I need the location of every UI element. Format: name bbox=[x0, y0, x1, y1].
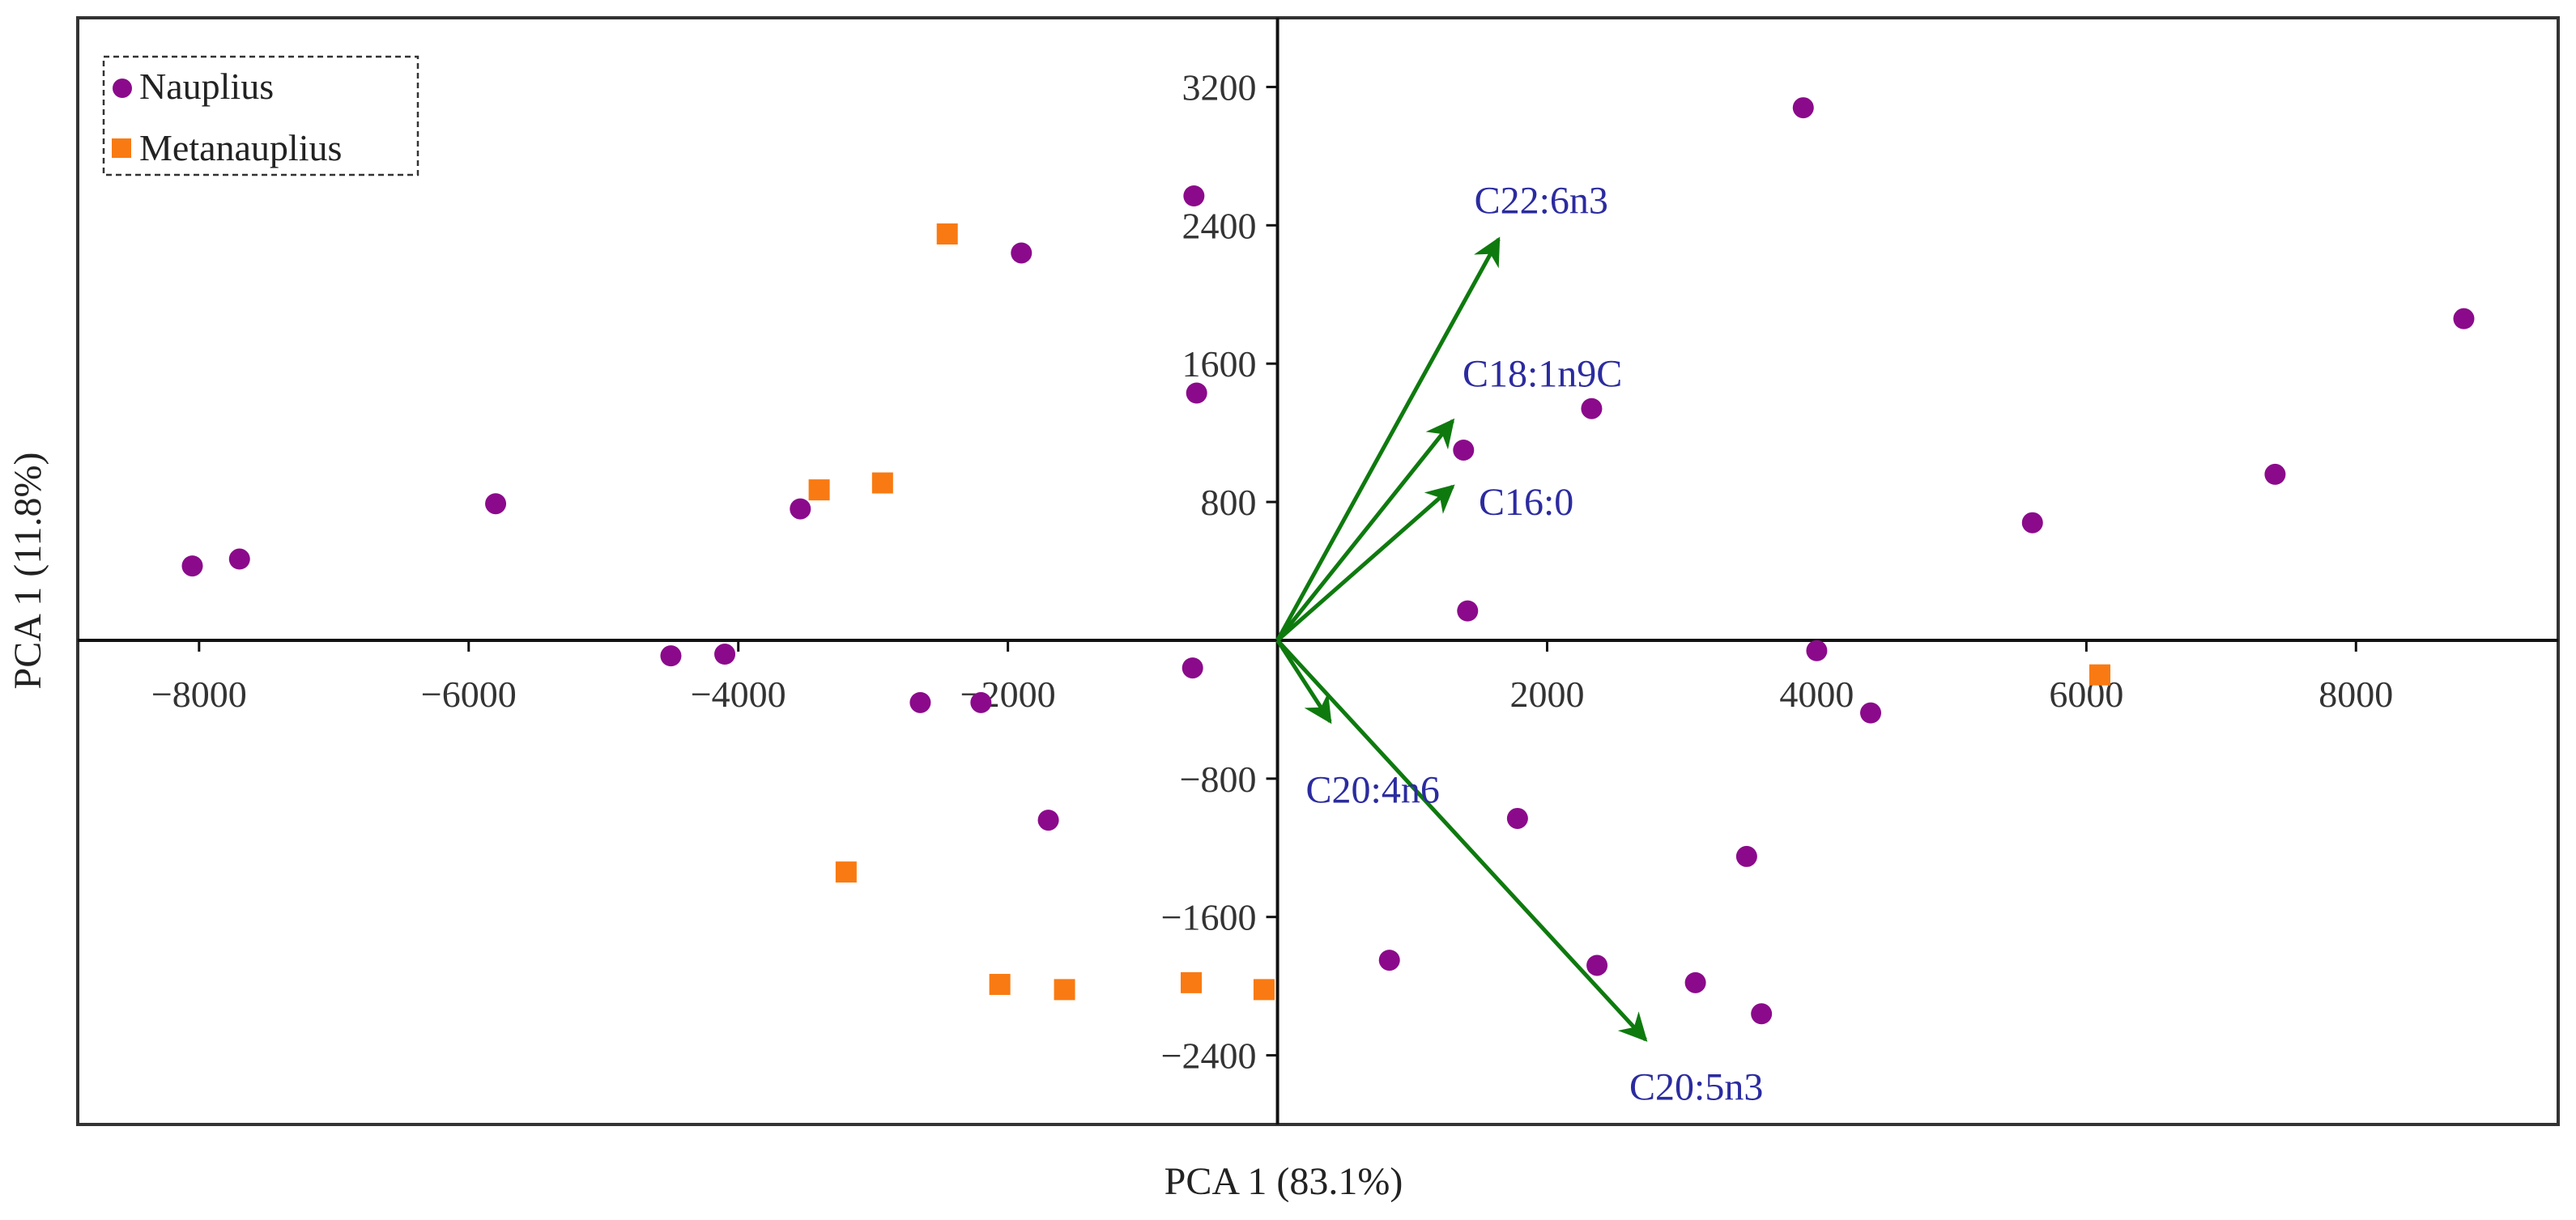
y-tick-label: 3200 bbox=[1182, 66, 1257, 108]
legend-box bbox=[102, 55, 419, 176]
y-tick-label: −1600 bbox=[1161, 897, 1257, 938]
x-tick-label: −8000 bbox=[151, 674, 247, 715]
point-nauplius bbox=[1792, 97, 1814, 119]
point-nauplius bbox=[1183, 185, 1205, 207]
point-nauplius bbox=[485, 493, 507, 515]
vector-label: C22:6n3 bbox=[1475, 179, 1608, 222]
point-nauplius bbox=[2021, 512, 2043, 533]
legend-label-nauplius: Nauplius bbox=[139, 66, 274, 107]
x-tick-label: −4000 bbox=[691, 674, 786, 715]
legend: Nauplius Metanauplius bbox=[102, 55, 419, 176]
point-nauplius bbox=[1581, 397, 1603, 419]
point-metanauplius bbox=[1054, 979, 1075, 1001]
point-nauplius bbox=[714, 644, 736, 665]
point-metanauplius bbox=[871, 472, 893, 494]
point-nauplius bbox=[909, 691, 931, 713]
loading-vectors: C22:6n3 C18:1n9C C16:0 C20:4n6 C20:5n3 bbox=[1275, 179, 1763, 1108]
vector-arrow bbox=[1275, 639, 1648, 1042]
y-tick-label: −800 bbox=[1180, 759, 1257, 800]
point-nauplius bbox=[1011, 242, 1033, 264]
point-nauplius bbox=[1453, 439, 1475, 461]
point-nauplius bbox=[1506, 807, 1528, 829]
point-nauplius bbox=[1186, 382, 1207, 404]
x-tick-label: 2000 bbox=[1509, 674, 1584, 715]
axes: −8000 −6000 −4000 −2000 2000 4000 6000 80003200… bbox=[78, 18, 2558, 1124]
point-nauplius bbox=[2264, 463, 2286, 485]
vector-label: C20:4n6 bbox=[1305, 768, 1439, 811]
vector-arrow bbox=[1275, 484, 1455, 642]
point-metanauplius bbox=[808, 479, 830, 501]
point-nauplius bbox=[1182, 657, 1203, 679]
point-metanauplius bbox=[835, 861, 857, 883]
point-nauplius bbox=[1586, 954, 1608, 976]
point-nauplius bbox=[181, 555, 203, 577]
legend-label-metanauplius: Metanauplius bbox=[139, 127, 342, 168]
y-axis-title: PCA 1 (11.8%) bbox=[6, 453, 49, 690]
y-tick-label: 1600 bbox=[1182, 343, 1257, 385]
vector-label: C18:1n9C bbox=[1463, 353, 1622, 396]
x-tick-label: 8000 bbox=[2318, 674, 2393, 715]
point-nauplius bbox=[660, 645, 682, 667]
point-nauplius bbox=[2453, 308, 2475, 329]
point-nauplius bbox=[1751, 1003, 1773, 1025]
x-tick-label: −6000 bbox=[421, 674, 517, 715]
point-metanauplius bbox=[936, 223, 958, 244]
y-tick-label: −2400 bbox=[1161, 1035, 1257, 1077]
plot-frame bbox=[76, 16, 2560, 1126]
point-metanauplius bbox=[2089, 664, 2111, 686]
x-tick-label: 6000 bbox=[2049, 674, 2123, 715]
vector-label: C16:0 bbox=[1479, 481, 1573, 524]
point-nauplius bbox=[1684, 971, 1706, 993]
point-nauplius bbox=[228, 548, 250, 570]
point-nauplius bbox=[1037, 810, 1059, 831]
legend-marker-nauplius bbox=[113, 79, 132, 98]
data-points bbox=[181, 97, 2475, 1025]
vector-arrow bbox=[1275, 236, 1501, 642]
point-nauplius bbox=[790, 498, 811, 520]
point-nauplius bbox=[1860, 702, 1882, 724]
x-tick-label: 4000 bbox=[1779, 674, 1854, 715]
y-tick-label: 800 bbox=[1201, 482, 1257, 523]
legend-marker-metanauplius bbox=[112, 138, 131, 158]
point-nauplius bbox=[1806, 640, 1828, 661]
point-nauplius bbox=[970, 691, 992, 713]
point-metanauplius bbox=[1253, 979, 1275, 1001]
point-metanauplius bbox=[989, 973, 1011, 995]
point-nauplius bbox=[1735, 845, 1757, 867]
point-metanauplius bbox=[1181, 971, 1203, 993]
vector-arrow bbox=[1275, 639, 1332, 725]
vector-arrow bbox=[1275, 418, 1455, 642]
point-nauplius bbox=[1457, 600, 1479, 622]
vector-label: C20:5n3 bbox=[1629, 1065, 1763, 1108]
y-tick-label: 2400 bbox=[1182, 205, 1257, 246]
point-nauplius bbox=[1378, 950, 1400, 971]
x-axis-title: PCA 1 (83.1%) bbox=[1165, 1160, 1403, 1203]
